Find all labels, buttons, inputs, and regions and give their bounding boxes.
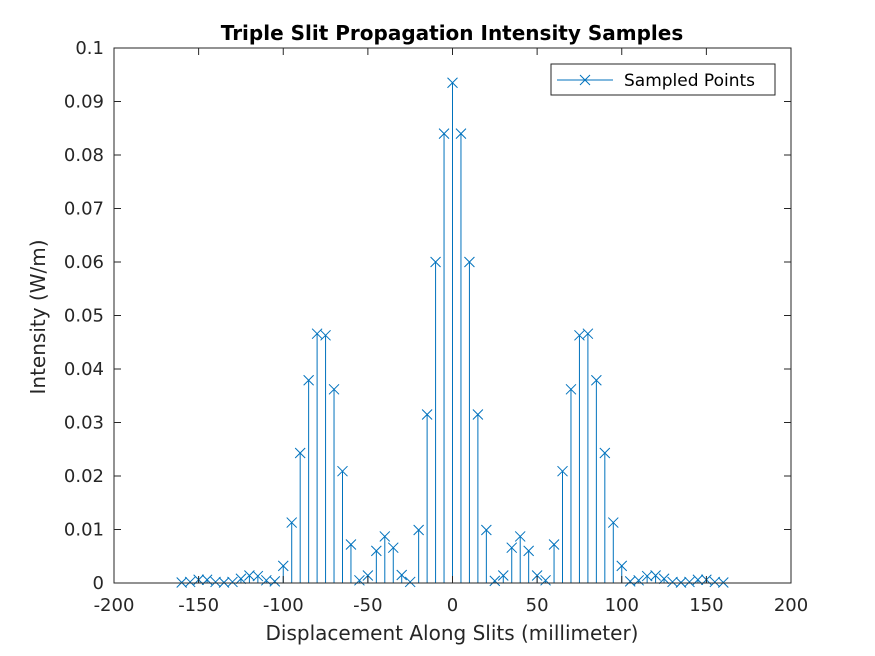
stem-x-marker xyxy=(210,576,221,588)
stem-x-marker xyxy=(379,531,391,542)
x-tick-label: 100 xyxy=(605,595,639,616)
stem-x-marker xyxy=(557,465,568,477)
stem-x-marker xyxy=(447,77,458,89)
y-tick-label: 0.06 xyxy=(64,252,104,273)
stem-x-marker xyxy=(294,447,306,459)
stem-x-marker xyxy=(244,570,255,581)
stem-x-marker xyxy=(574,329,585,341)
chart-title: Triple Slit Propagation Intensity Sample… xyxy=(221,21,684,45)
stem-x-marker xyxy=(277,560,289,572)
y-tick-label: 0.08 xyxy=(64,145,104,166)
x-tick-label: 0 xyxy=(447,595,458,616)
y-tick-label: 0.07 xyxy=(64,199,104,220)
stem-x-marker xyxy=(514,531,526,542)
stem-x-marker xyxy=(362,570,374,581)
stem-x-marker xyxy=(480,524,492,536)
stem-x-marker xyxy=(455,128,467,139)
stem-x-marker xyxy=(328,383,340,395)
y-tick-label: 0.04 xyxy=(64,359,104,380)
stem-x-marker xyxy=(582,328,594,340)
x-tick-label: 200 xyxy=(774,595,808,616)
stem-x-marker xyxy=(286,517,298,528)
stem-x-marker xyxy=(599,447,611,459)
stem-x-marker xyxy=(650,570,661,581)
y-tick-label: 0.02 xyxy=(64,466,104,487)
stem-x-marker xyxy=(421,409,433,420)
x-tick-label: -150 xyxy=(178,595,219,616)
stem-x-marker xyxy=(176,577,188,588)
x-tick-label: -200 xyxy=(94,595,135,616)
stem-x-marker xyxy=(540,574,551,586)
legend: Sampled Points xyxy=(550,63,776,96)
stem-x-marker xyxy=(616,560,628,572)
stem-x-marker xyxy=(624,576,636,587)
stem-x-marker xyxy=(506,542,518,554)
stem-x-marker xyxy=(370,545,382,557)
stem-x-marker xyxy=(311,328,323,340)
stem-x-marker xyxy=(337,465,348,477)
x-axis-label: Displacement Along Slits (millimeter) xyxy=(266,621,639,645)
stem-x-marker xyxy=(387,542,399,554)
y-tick-label: 0.09 xyxy=(64,92,104,113)
stem-x-marker xyxy=(227,576,238,588)
x-tick-label: -50 xyxy=(353,595,382,616)
stem-x-marker xyxy=(633,574,645,586)
y-tick-label: 0 xyxy=(93,573,104,594)
x-tick-label: 50 xyxy=(526,595,549,616)
axes: -200 -150 -100 -50 0 50 100 150 200 0 0.01 0.02 0.03… xyxy=(64,38,808,616)
stem-x-marker xyxy=(430,256,441,268)
stem-x-marker xyxy=(591,374,602,386)
x-tick-label: 150 xyxy=(689,595,723,616)
stem-x-marker xyxy=(464,256,475,268)
stem-x-marker xyxy=(531,570,543,581)
stem-x-marker xyxy=(396,569,408,581)
stem-x-marker xyxy=(252,570,264,582)
stem-x-marker xyxy=(667,576,678,588)
stem-x-marker xyxy=(489,575,501,587)
stem-x-marker xyxy=(565,383,577,395)
stem-x-marker xyxy=(235,573,247,585)
stem-x-marker xyxy=(413,524,425,536)
stem-x-marker xyxy=(354,574,365,586)
stem-x-marker xyxy=(717,577,729,588)
stem-x-marker xyxy=(438,128,450,139)
stem-x-marker xyxy=(641,570,653,582)
stem-x-marker xyxy=(404,576,416,588)
stem-x-marker xyxy=(184,576,196,588)
stem-x-marker xyxy=(523,545,535,557)
stem-x-marker xyxy=(472,409,484,420)
y-tick-label: 0.1 xyxy=(75,38,104,59)
legend-x-marker-icon xyxy=(579,74,591,86)
stem-x-marker xyxy=(303,374,314,386)
y-tick-label: 0.05 xyxy=(64,306,104,327)
stem-x-marker xyxy=(269,576,281,587)
stem-x-marker xyxy=(607,517,619,528)
x-tick-label: -100 xyxy=(263,595,304,616)
stem-x-marker xyxy=(684,576,695,588)
legend-entry-label: Sampled Points xyxy=(624,71,755,91)
stem-x-marker xyxy=(709,576,721,588)
stem-x-marker xyxy=(320,329,331,341)
stem-x-marker xyxy=(548,539,560,550)
y-tick-label: 0.01 xyxy=(64,520,104,541)
stem-x-marker xyxy=(497,570,509,581)
stem-x-marker xyxy=(675,577,687,588)
y-tick-label: 0.03 xyxy=(64,413,104,434)
stem-x-marker xyxy=(345,539,357,550)
stem-x-marker xyxy=(218,577,230,588)
y-axis-label: Intensity (W/m) xyxy=(26,239,50,394)
stem-x-marker xyxy=(260,574,272,586)
stem-x-marker xyxy=(658,573,670,585)
